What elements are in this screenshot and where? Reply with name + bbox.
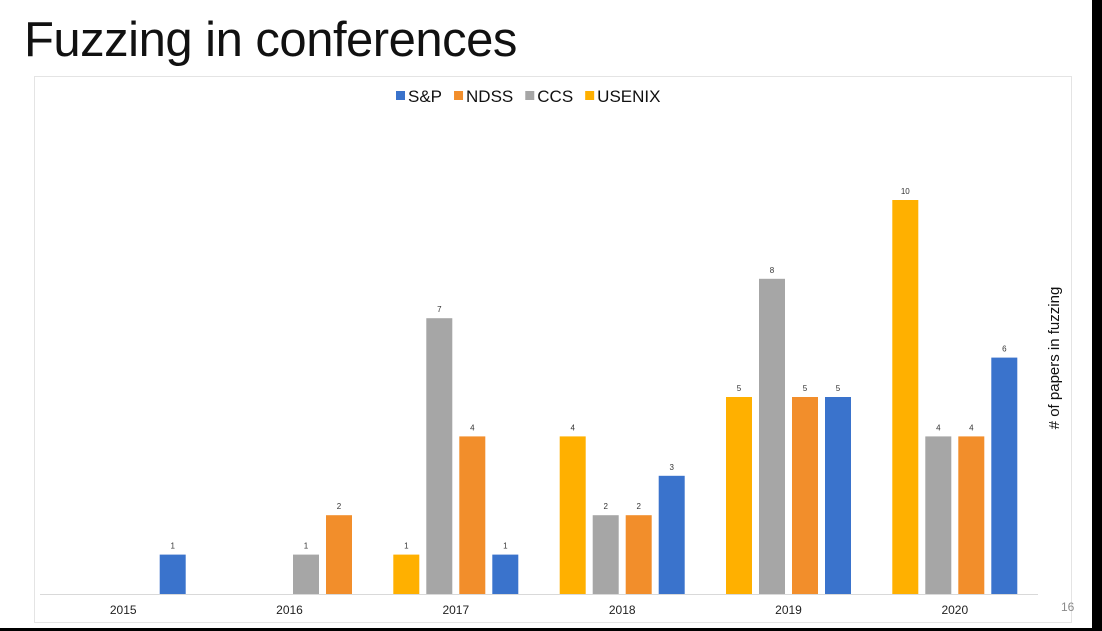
bar-2017-s-p xyxy=(492,554,519,594)
data-label-2020-usenix: 10 xyxy=(901,187,910,196)
data-label-2018-ccs: 2 xyxy=(603,502,608,511)
data-label-2017-usenix: 1 xyxy=(404,542,409,551)
bar-2018-usenix xyxy=(559,436,586,594)
bar-2019-s-p xyxy=(825,397,851,594)
bar-2015-s-p xyxy=(159,554,186,594)
x-tick-label-2020: 2020 xyxy=(941,603,968,617)
data-label-2017-ccs: 7 xyxy=(437,305,442,314)
bar-2019-usenix xyxy=(726,397,752,594)
bar-2020-ndss xyxy=(958,436,985,594)
data-label-2020-ndss: 4 xyxy=(969,423,974,432)
bar-2018-s-p xyxy=(658,475,685,594)
bar-2020-s-p xyxy=(991,357,1018,594)
bar-2017-usenix xyxy=(393,554,420,594)
bar-2017-ccs xyxy=(426,318,453,594)
x-tick-label-2017: 2017 xyxy=(442,603,469,617)
bar-2019-ccs xyxy=(759,278,785,594)
y-axis-title: # of papers in fuzzing xyxy=(1046,287,1063,430)
x-tick-label-2015: 2015 xyxy=(110,603,137,617)
bar-2018-ndss xyxy=(625,515,652,594)
legend-swatch-s-p xyxy=(396,91,405,100)
data-label-2019-ndss: 5 xyxy=(803,384,808,393)
legend-swatch-usenix xyxy=(585,91,595,100)
legend-label-usenix: USENIX xyxy=(597,87,660,106)
data-label-2017-s-p: 1 xyxy=(503,542,508,551)
data-label-2019-s-p: 5 xyxy=(836,384,841,393)
slide-number: 16 xyxy=(1061,600,1075,614)
bar-2020-ccs xyxy=(925,436,952,594)
slide-title: Fuzzing in conferences xyxy=(24,13,517,67)
data-label-2018-s-p: 3 xyxy=(669,463,674,472)
bar-2017-ndss xyxy=(459,436,486,594)
chart-frame xyxy=(34,76,1072,623)
bar-2016-ndss xyxy=(326,515,352,594)
data-label-2017-ndss: 4 xyxy=(470,423,475,432)
data-label-2020-ccs: 4 xyxy=(936,423,941,432)
bar-2019-ndss xyxy=(792,397,818,594)
data-label-2015-s-p: 1 xyxy=(170,542,175,551)
legend: S&P NDSS CCS USENIX xyxy=(396,87,660,106)
data-label-2016-ccs: 1 xyxy=(304,542,309,551)
legend-swatch-ndss xyxy=(454,91,464,100)
data-label-2019-usenix: 5 xyxy=(737,384,742,393)
data-label-2018-usenix: 4 xyxy=(570,423,575,432)
bar-2020-usenix xyxy=(892,200,919,594)
legend-label-ccs: CCS xyxy=(537,87,573,106)
x-tick-label-2018: 2018 xyxy=(609,603,636,617)
data-label-2019-ccs: 8 xyxy=(770,266,775,275)
bar-2016-ccs xyxy=(293,554,319,594)
data-label-2016-ndss: 2 xyxy=(337,502,342,511)
bar-2018-ccs xyxy=(592,515,619,594)
legend-label-s-p: S&P xyxy=(408,87,442,106)
legend-label-ndss: NDSS xyxy=(466,87,513,106)
x-tick-label-2019: 2019 xyxy=(775,603,802,617)
data-label-2020-s-p: 6 xyxy=(1002,345,1007,354)
legend-swatch-ccs xyxy=(525,91,535,100)
x-tick-label-2016: 2016 xyxy=(276,603,303,617)
data-label-2018-ndss: 2 xyxy=(636,502,641,511)
